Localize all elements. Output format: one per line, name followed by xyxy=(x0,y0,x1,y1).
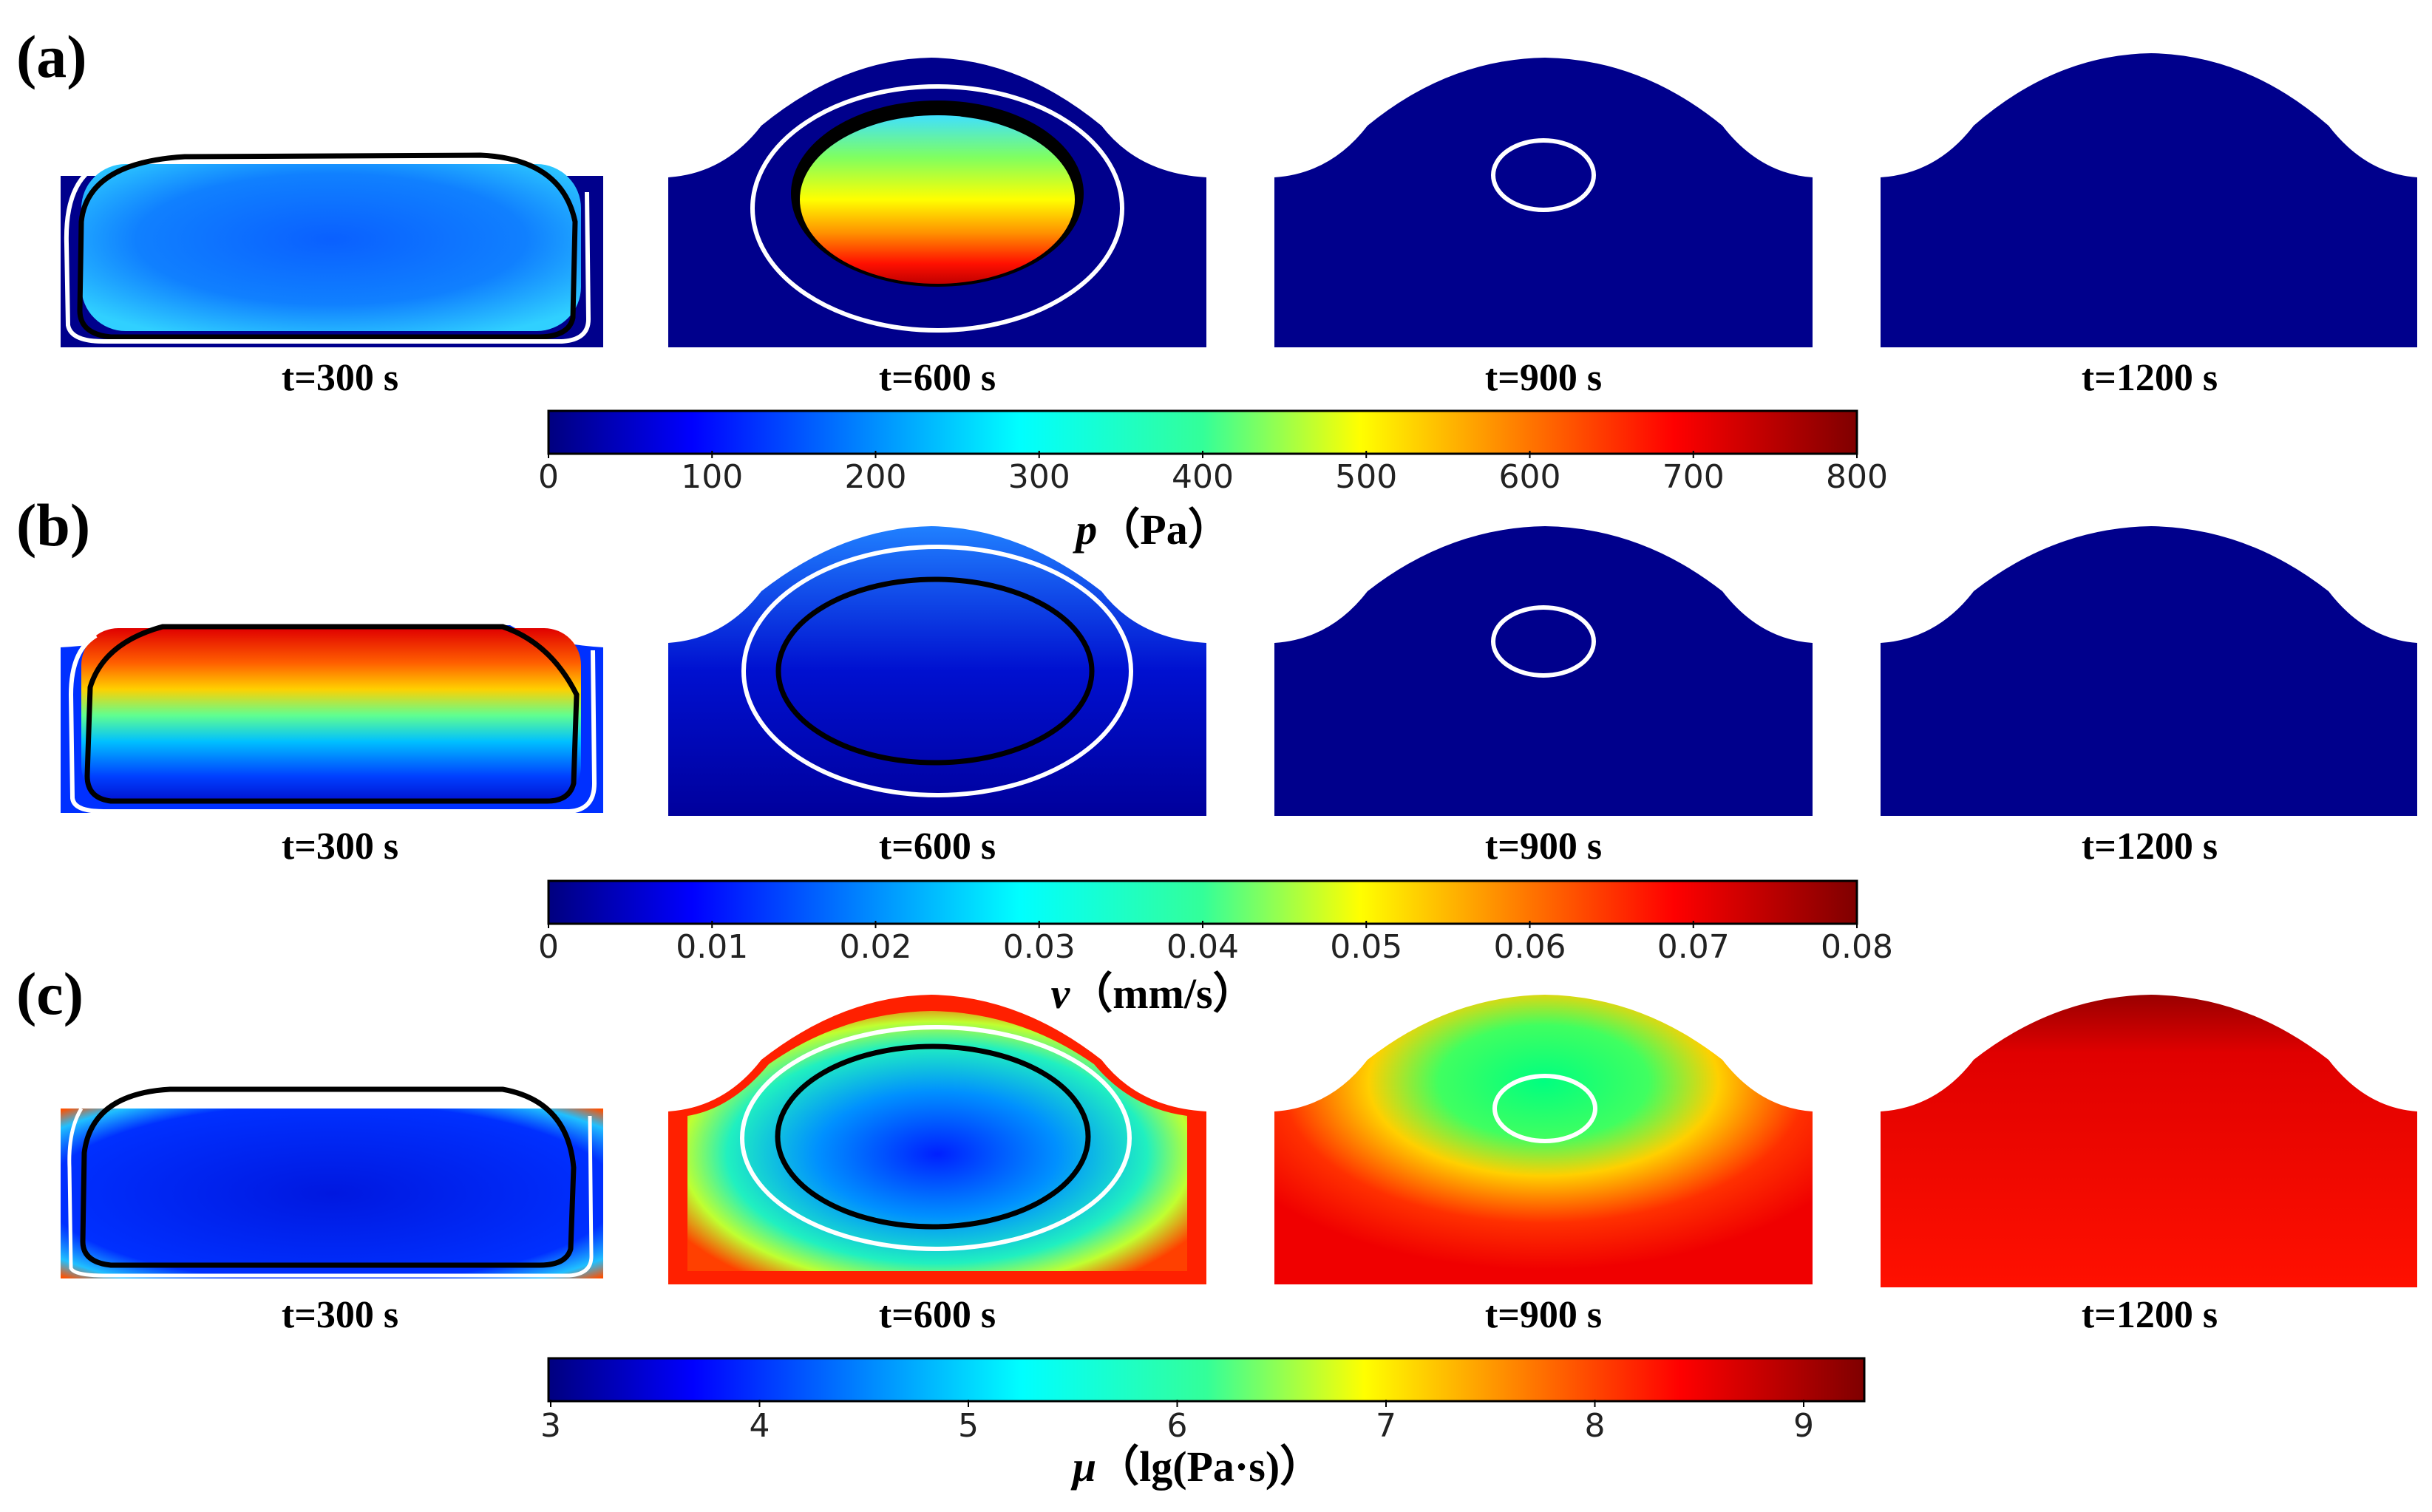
row-c: (c) t=300 s t=600 s t=900 s t=1200 s 3 4 5… xyxy=(16,960,2417,1491)
colorbar-tick-label: 200 xyxy=(845,458,907,496)
colorbar: 0 0.01 0.02 0.03 0.04 0.05 0.06 0.07 0.08 v（mm/s… xyxy=(538,879,1893,1018)
colorbar-tick-label: 0.06 xyxy=(1494,928,1566,966)
colorbar-gradient xyxy=(547,409,1858,455)
time-label: t=600 s xyxy=(879,1294,996,1336)
simulation-frame xyxy=(1881,53,2417,347)
colorbar-tick-label: 8 xyxy=(1585,1407,1606,1445)
simulation-frame xyxy=(1274,58,1813,347)
time-label: t=1200 s xyxy=(2082,357,2218,399)
colorbar: 0 100 200 300 400 500 600 700 800 p（Pa） xyxy=(538,409,1888,554)
time-label: t=900 s xyxy=(1485,357,1602,399)
colorbar-tick-label: 0.08 xyxy=(1821,928,1893,966)
colorbar-tick-label: 500 xyxy=(1335,458,1397,496)
simulation-frame xyxy=(61,624,603,814)
simulation-frame xyxy=(61,1086,603,1278)
colorbar-tick-label: 3 xyxy=(540,1407,561,1445)
simulation-frame xyxy=(668,995,1206,1284)
colorbar-gradient xyxy=(547,1357,1866,1403)
colorbar-tick-label: 0.04 xyxy=(1166,928,1239,966)
colorbar-tick-label: 0.03 xyxy=(1003,928,1076,966)
colorbar-symbol: v xyxy=(1050,970,1070,1018)
simulation-frame xyxy=(668,58,1206,347)
simulation-frame xyxy=(1274,526,1813,816)
colorbar-title: v（mm/s） xyxy=(1050,970,1255,1018)
row-b: (b) t=300 s t=600 s t=900 s t=1200 s 0 0.… xyxy=(16,491,2417,1018)
time-label: t=300 s xyxy=(282,825,398,868)
simulation-frame xyxy=(1881,526,2417,816)
colorbar-tick-label: 0 xyxy=(538,928,559,966)
colorbar-tick-label: 5 xyxy=(958,1407,979,1445)
colorbar-tick-label: 6 xyxy=(1167,1407,1188,1445)
simulation-frame xyxy=(1881,995,2417,1287)
colorbar-title: p（Pa） xyxy=(1072,505,1230,554)
panel-label: (c) xyxy=(16,960,84,1027)
colorbar-tick-label: 0.02 xyxy=(840,928,912,966)
colorbar-unit: （Pa） xyxy=(1097,505,1230,554)
time-label: t=600 s xyxy=(879,825,996,868)
time-label: t=600 s xyxy=(879,357,996,399)
colorbar-unit: （mm/s） xyxy=(1070,970,1255,1018)
colorbar: 3 4 5 6 7 8 9 μ（lg(Pa·s)） xyxy=(540,1357,1866,1491)
time-label: t=300 s xyxy=(282,1294,398,1336)
colorbar-tick-label: 9 xyxy=(1793,1407,1814,1445)
colorbar-tick-label: 7 xyxy=(1376,1407,1396,1445)
panel-label: (b) xyxy=(16,491,90,559)
colorbar-gradient xyxy=(547,879,1858,925)
colorbar-symbol: p xyxy=(1072,505,1097,554)
row-a: (a) t=300 s t=600 s t=900 s t=1200 s 0 10… xyxy=(16,23,2417,554)
time-label: t=300 s xyxy=(282,357,398,399)
colorbar-tick-label: 4 xyxy=(750,1407,770,1445)
time-label: t=1200 s xyxy=(2082,825,2218,868)
time-label: t=1200 s xyxy=(2082,1294,2218,1336)
colorbar-title: μ（lg(Pa·s)） xyxy=(1070,1443,1322,1491)
colorbar-symbol: μ xyxy=(1070,1443,1096,1491)
colorbar-unit: （lg(Pa·s)） xyxy=(1096,1443,1322,1491)
time-label: t=900 s xyxy=(1485,1294,1602,1336)
panel-label: (a) xyxy=(16,23,87,90)
colorbar-tick-label: 0.01 xyxy=(676,928,748,966)
simulation-frame xyxy=(61,152,603,347)
colorbar-tick-label: 800 xyxy=(1826,458,1888,496)
simulation-frame xyxy=(668,526,1206,816)
colorbar-tick-label: 100 xyxy=(681,458,743,496)
colorbar-tick-label: 0 xyxy=(538,458,559,496)
time-label: t=900 s xyxy=(1485,825,1602,868)
colorbar-tick-label: 600 xyxy=(1499,458,1561,496)
colorbar-tick-label: 400 xyxy=(1172,458,1234,496)
colorbar-tick-label: 300 xyxy=(1008,458,1070,496)
simulation-frame xyxy=(1274,995,1813,1284)
colorbar-tick-label: 0.07 xyxy=(1657,928,1730,966)
colorbar-tick-label: 700 xyxy=(1662,458,1725,496)
colorbar-tick-label: 0.05 xyxy=(1330,928,1402,966)
